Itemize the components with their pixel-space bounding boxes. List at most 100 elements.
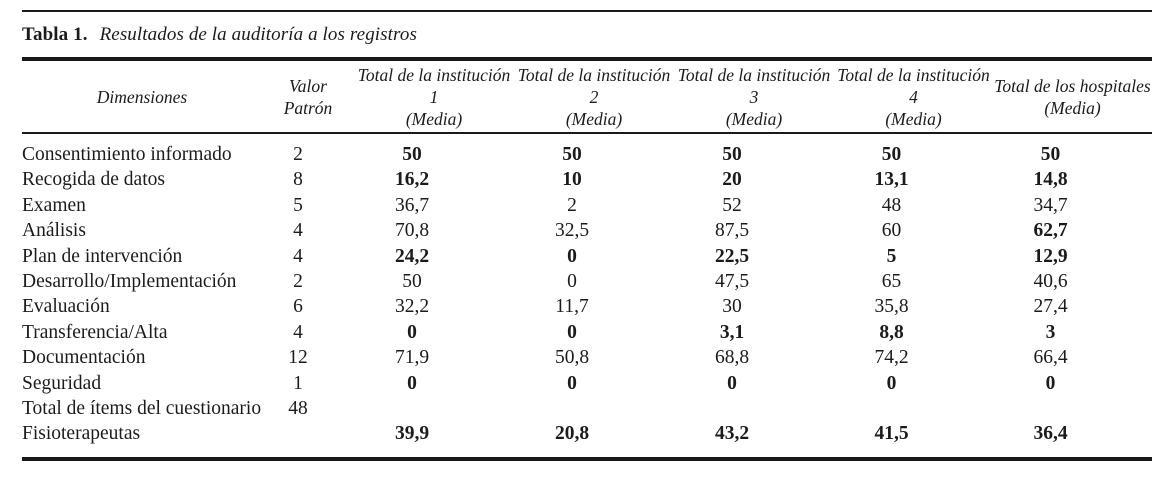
value-cell: 11,7 (555, 296, 589, 318)
value-cell: 5 (886, 245, 897, 267)
header-top-rule (22, 57, 1152, 61)
column-header-dimensiones: Dimensiones (22, 61, 262, 134)
value-cell: 4 (293, 245, 303, 267)
value-cell: 22,5 (714, 245, 750, 267)
column-header-institucion-2: Total de la institución 2 (Media) (514, 61, 674, 134)
dimension-label: Recogida de datos (22, 169, 165, 191)
value-cell: 1 (293, 372, 303, 394)
value-cell: 10 (562, 169, 582, 191)
table-row: Fisioterapeutas 39,9 20,8 43,2 41,5 36,4 (22, 421, 1152, 446)
value-cell: 6 (293, 296, 303, 318)
value-cell: 2 (293, 144, 303, 165)
value-cell: 0 (886, 372, 897, 394)
value-cell: 40,6 (1033, 271, 1068, 293)
value-cell: 4 (293, 321, 303, 343)
table-number: Tabla 1. (22, 23, 88, 45)
table-caption: Tabla 1. Resultados de la auditoría a lo… (22, 12, 1152, 57)
value-cell: 71,9 (394, 347, 430, 369)
table-row: Desarrollo/Implementación 2 50 0 47,5 65 40,6 (22, 269, 1152, 294)
value-cell: 0 (567, 245, 577, 267)
dimension-label: Fisioterapeutas (22, 423, 141, 445)
value-cell: 16,2 (394, 169, 430, 191)
value-cell: 30 (722, 296, 742, 318)
table-row: Plan de intervención 4 24,2 0 22,5 5 12,9 (22, 244, 1152, 269)
value-cell: 41,5 (874, 423, 909, 445)
table-row: Total de ítems del cuestionario 48 (22, 396, 1152, 421)
dimension-label: Total de ítems del cuestionario (22, 398, 262, 420)
value-cell: 0 (567, 271, 577, 293)
value-cell: 27,4 (1033, 296, 1068, 318)
value-cell: 8,8 (879, 321, 904, 343)
value-cell: 12 (288, 347, 308, 369)
value-cell: 0 (567, 321, 577, 343)
value-cell (993, 396, 1152, 421)
value-cell: 2 (567, 194, 577, 216)
audit-results-table: Dimensiones Valor Patrón Total de la instit… (22, 61, 1152, 447)
value-cell: 36,4 (1033, 423, 1068, 445)
value-cell: 20 (722, 169, 742, 191)
table-row: Análisis 4 70,8 32,5 87,5 60 62,7 (22, 218, 1152, 243)
value-cell: 50,8 (554, 347, 590, 369)
value-cell: 12,9 (1033, 245, 1068, 267)
dimension-label: Documentación (22, 347, 146, 369)
value-cell: 20,8 (554, 423, 590, 445)
value-cell: 50 (722, 144, 742, 165)
value-cell: 13,1 (874, 169, 909, 191)
value-cell (834, 396, 993, 421)
value-cell: 32,5 (554, 220, 590, 242)
column-header-institucion-3: Total de la institución 3 (Media) (674, 61, 834, 134)
value-cell: 3,1 (719, 321, 745, 343)
dimension-label: Análisis (22, 220, 86, 242)
value-cell: 32,2 (394, 296, 430, 318)
dimension-label: Desarrollo/Implementación (22, 271, 237, 293)
value-cell: 3 (1045, 321, 1056, 343)
value-cell: 52 (722, 194, 742, 216)
value-cell: 65 (881, 271, 902, 293)
value-cell: 8 (293, 169, 303, 191)
value-cell: 34,7 (1033, 194, 1068, 216)
value-cell: 66,4 (1033, 347, 1068, 369)
column-header-valor-patron: Valor Patrón (262, 61, 354, 134)
value-cell (674, 396, 834, 421)
value-cell: 0 (727, 372, 737, 394)
value-cell: 5 (293, 194, 303, 216)
value-cell: 43,2 (714, 423, 750, 445)
value-cell: 68,8 (714, 347, 750, 369)
value-cell: 4 (293, 220, 303, 242)
table-header: Dimensiones Valor Patrón Total de la instit… (22, 61, 1152, 134)
value-cell: 39,9 (394, 423, 430, 445)
value-cell: 35,8 (874, 296, 909, 318)
dimension-label: Plan de intervención (22, 245, 183, 267)
value-cell: 74,2 (874, 347, 909, 369)
value-cell: 87,5 (714, 220, 750, 242)
value-cell: 47,5 (714, 271, 750, 293)
value-cell: 0 (1045, 372, 1056, 394)
value-cell: 2 (293, 271, 303, 293)
column-header-institucion-1: Total de la institución 1 (Media) (354, 61, 514, 134)
table-row: Examen 5 36,7 2 52 48 34,7 (22, 193, 1152, 218)
value-cell: 50 (562, 144, 582, 165)
table-row: Documentación 12 71,9 50,8 68,8 74,2 66,4 (22, 345, 1152, 370)
caption-text: Resultados de la auditoría a los registr… (99, 23, 417, 45)
dimension-label: Examen (22, 194, 86, 216)
column-header-hospitales: Total de los hospitales (Media) (993, 61, 1152, 134)
value-cell: 50 (1040, 144, 1061, 165)
value-cell: 50 (402, 271, 422, 293)
value-cell: 24,2 (394, 245, 430, 267)
value-cell: 48 (881, 194, 902, 216)
dimension-label: Evaluación (22, 296, 110, 318)
value-cell: 60 (881, 220, 902, 242)
value-cell: 70,8 (394, 220, 430, 242)
table-row: Seguridad 1 0 0 0 0 0 (22, 371, 1152, 396)
value-cell: 14,8 (1033, 169, 1068, 191)
table-row: Transferencia/Alta 4 0 0 3,1 8,8 3 (22, 320, 1152, 345)
table-row: Evaluación 6 32,2 11,7 30 35,8 27,4 (22, 294, 1152, 319)
value-cell: 0 (567, 372, 577, 394)
bottom-rule (22, 456, 1152, 461)
paper-table-figure: Tabla 1. Resultados de la auditoría a lo… (0, 10, 1152, 481)
table-row: Consentimiento informado 2 50 50 50 50 50 (22, 133, 1152, 167)
top-rule (22, 10, 1152, 12)
value-cell (354, 396, 514, 421)
column-header-institucion-4: Total de la institución 4 (Media) (834, 61, 993, 134)
dimension-label: Transferencia/Alta (22, 321, 168, 343)
